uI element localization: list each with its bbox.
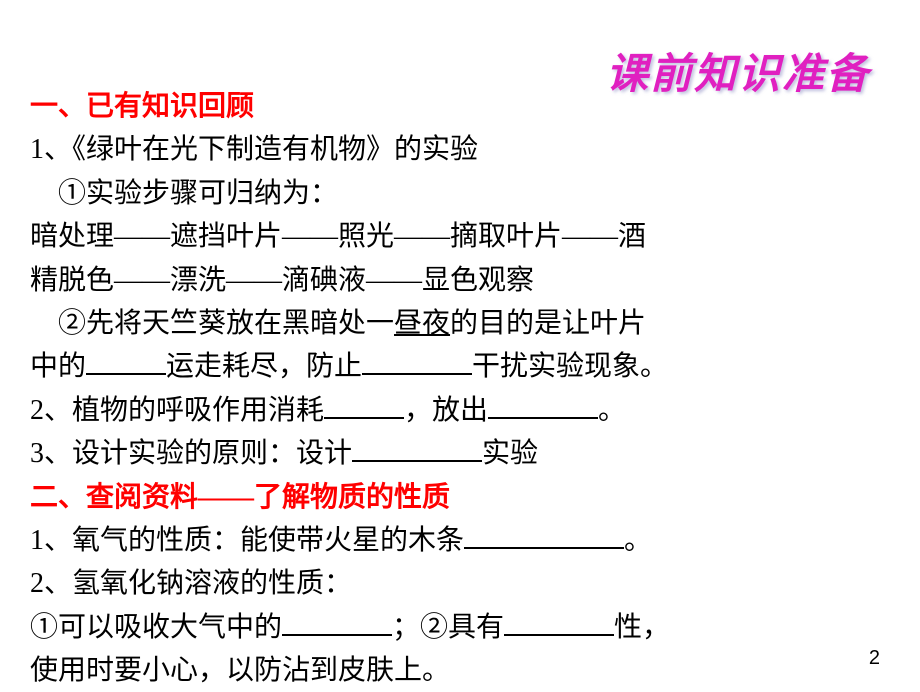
s2-item1: 1、氧气的性质：能使带火星的木条 。 <box>30 519 890 562</box>
s1-item2: 2、植物的呼吸作用消耗 ，放出 。 <box>30 389 890 432</box>
s1-item3: 3、设计实验的原则：设计 实验 <box>30 432 890 475</box>
text-frag: ；②具有 <box>392 612 504 643</box>
s1-steps-line1: 暗处理——遮挡叶片——照光——摘取叶片——酒 <box>30 215 890 258</box>
underlined-text: 昼夜 <box>394 308 450 339</box>
s1-item1-sub2-line1: ②先将天竺葵放在黑暗处一昼夜的目的是让叶片 <box>30 302 890 345</box>
s2-item2-line2: 使用时要小心，以防沾到皮肤上。 <box>30 649 890 692</box>
s1-item1-lead: 1、《绿叶在光下制造有机物》的实验 <box>30 128 890 171</box>
text-frag: 干扰实验现象。 <box>472 351 668 382</box>
s2-item2-line1: ①可以吸收大气中的 ；②具有 性， <box>30 606 890 649</box>
text-frag: 性， <box>614 612 670 643</box>
text-frag: 2、植物的呼吸作用消耗 <box>30 395 324 426</box>
s2-item2-lead: 2、氢氧化钠溶液的性质： <box>30 562 890 605</box>
fill-blank <box>282 608 392 636</box>
text-frag: 的目的是让叶片 <box>450 308 646 339</box>
text-frag: 。 <box>624 525 652 556</box>
decorative-title: 课前知识准备 <box>606 40 870 101</box>
fill-blank <box>464 521 624 549</box>
fill-blank <box>504 608 614 636</box>
fill-blank <box>362 347 472 375</box>
fill-blank <box>86 347 166 375</box>
s1-item1-sub1: ①实验步骤可归纳为： <box>30 172 890 215</box>
s1-item1-sub2-line2: 中的 运走耗尽，防止 干扰实验现象。 <box>30 345 890 388</box>
fill-blank <box>352 434 482 462</box>
fill-blank <box>324 391 404 419</box>
s1-steps-line2: 精脱色——漂洗——滴碘液——显色观察 <box>30 259 890 302</box>
page-number: 2 <box>869 647 880 670</box>
text-frag: 。 <box>598 395 626 426</box>
section2-heading: 二、查阅资料——了解物质的性质 <box>30 476 890 519</box>
slide-container: 课前知识准备 一、已有知识回顾 1、《绿叶在光下制造有机物》的实验 ①实验步骤可… <box>0 0 920 690</box>
text-frag: 3、设计实验的原则：设计 <box>30 438 352 469</box>
text-frag: 中的 <box>30 351 86 382</box>
text-frag: 实验 <box>482 438 538 469</box>
text-frag: ②先将天竺葵放在黑暗处一 <box>30 308 394 339</box>
text-frag: 1、氧气的性质：能使带火星的木条 <box>30 525 464 556</box>
fill-blank <box>488 391 598 419</box>
content-body: 一、已有知识回顾 1、《绿叶在光下制造有机物》的实验 ①实验步骤可归纳为： 暗处… <box>30 85 890 692</box>
text-frag: ，放出 <box>404 395 488 426</box>
text-frag: ①可以吸收大气中的 <box>30 612 282 643</box>
text-frag: 运走耗尽，防止 <box>166 351 362 382</box>
